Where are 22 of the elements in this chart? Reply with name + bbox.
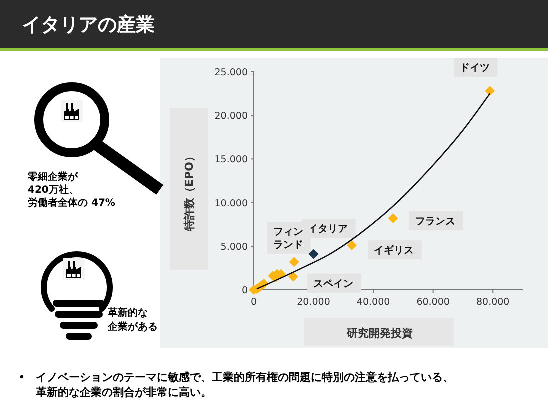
annotation: スペイン: [313, 278, 354, 290]
x-tick-label: 80.000: [476, 297, 510, 308]
annotation: フィンランド: [273, 227, 304, 252]
x-axis-title: 研究開発投資: [346, 327, 413, 340]
y-tick-label: 10.000: [214, 198, 248, 210]
x-tick-label: 20.000: [297, 297, 330, 308]
text: 革新的な企業がある: [107, 307, 158, 333]
annotation: フランス: [415, 216, 456, 228]
text: イタリアの産業: [22, 14, 155, 36]
text: イノベーションのテーマに敏感で、工業的所有権の問題に特別の注意を払っている、革新的な企業の割合が非常に高い。: [35, 371, 454, 399]
x-tick-label: 0: [250, 297, 258, 308]
y-tick-label: 0: [242, 286, 248, 296]
y-axis-title: 特許数（EPO）: [183, 151, 196, 232]
x-tick-label: 60.000: [416, 297, 450, 308]
annotation: ドイツ: [460, 63, 490, 74]
annotation: イギリス: [374, 244, 414, 257]
x-tick-label: 40.000: [356, 297, 390, 308]
y-tick-label: 15.000: [214, 154, 248, 166]
y-tick-label: 20.000: [214, 111, 248, 122]
text: 零細企業が420万社、労働者全体の 47%: [27, 171, 116, 209]
y-tick-label: 5.000: [220, 242, 248, 253]
y-tick-label: 25.000: [214, 68, 248, 78]
